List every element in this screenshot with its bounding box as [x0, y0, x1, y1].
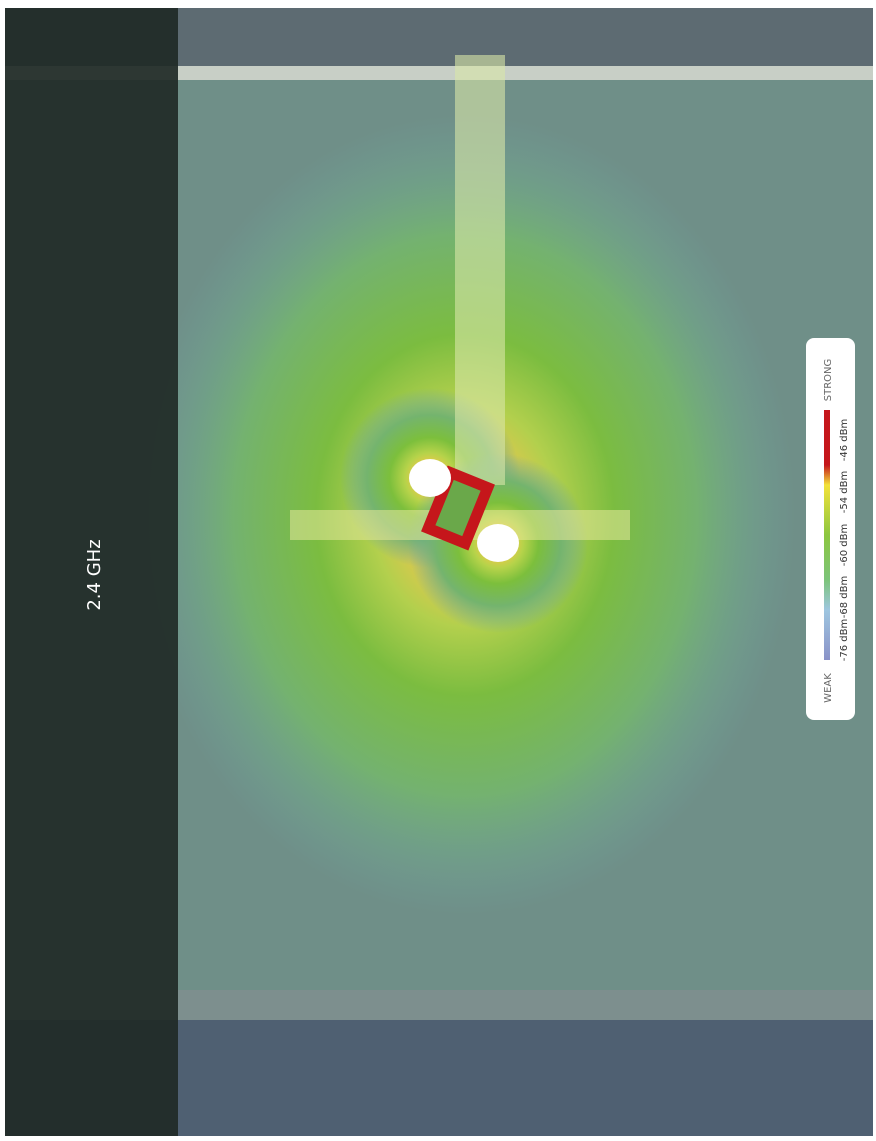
- legend-color-bar: [824, 410, 830, 660]
- legend-level: -54 dBm: [839, 471, 850, 513]
- access-point: [409, 459, 451, 497]
- legend-level: -46 dBm: [839, 419, 850, 461]
- band-panel: [5, 8, 178, 1136]
- legend-level: -76 dBm: [839, 619, 850, 661]
- legend-weak: WEAK: [823, 673, 834, 703]
- band-label: 2.4 GHz: [84, 539, 105, 610]
- legend: [806, 338, 855, 720]
- building: [421, 465, 495, 551]
- road: [5, 66, 873, 80]
- legend-strong: STRONG: [823, 359, 834, 402]
- legend-level: -60 dBm: [839, 524, 850, 566]
- walkway: [455, 55, 505, 485]
- legend-level: -68 dBm: [839, 576, 850, 618]
- access-point: [477, 524, 519, 562]
